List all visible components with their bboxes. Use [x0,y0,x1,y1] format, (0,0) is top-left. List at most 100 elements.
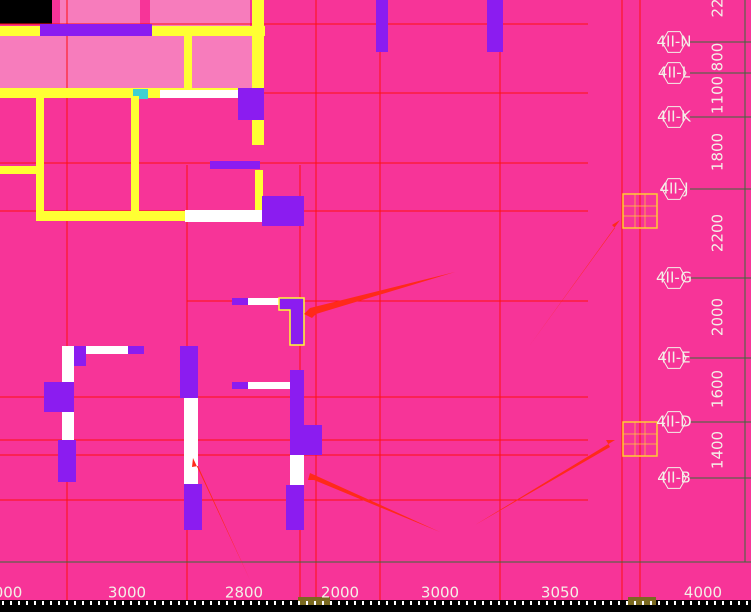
grid-bubble [661,106,687,128]
ruler-tick [370,601,372,605]
ruler-tick [234,601,236,605]
dimension: 4000 [684,584,722,602]
ruler-tick [602,601,604,605]
ruler-tick [546,601,548,605]
ruler-tick [250,601,252,605]
dimension: 2200 [709,214,727,252]
ruler-tick [442,601,444,605]
ruler-tick [570,601,572,605]
grid-label: 4II-N [656,33,691,51]
ruler-tick [26,601,28,605]
dimension: 2800 [225,584,263,602]
column-markers [622,193,658,457]
ruler-tick [82,601,84,605]
dimension: 1600 [709,370,727,408]
ruler-tick [202,601,204,605]
ruler-tick [34,601,36,605]
ruler-tick [634,601,636,605]
ruler-tick [474,601,476,605]
ruler-tick [226,601,228,605]
grid-bubble [661,467,687,489]
ruler-tick [18,601,20,605]
ruler-tick [690,601,692,605]
dimension: 1400 [709,431,727,469]
ruler-tick [674,601,676,605]
ruler-tick [642,601,644,605]
ruler-tick [10,601,12,605]
dimension: 3050 [541,584,579,602]
ruler-tick [402,601,404,605]
ruler-tick [122,601,124,605]
ruler-tick [242,601,244,605]
ruler-tick [354,601,356,605]
grid-label: 4II-G [656,269,692,287]
ruler-tick [90,601,92,605]
ruler-tick [418,601,420,605]
ruler-tick [522,601,524,605]
axis-lines [0,0,751,563]
grid-label: 4II-L [658,64,691,82]
ruler-tick [706,601,708,605]
ruler-tick [330,601,332,605]
ruler-tick [530,601,532,605]
ruler-tick [450,601,452,605]
ruler-tick [186,601,188,605]
ruler-tick [538,601,540,605]
ruler-tick [714,601,716,605]
grid-label: 4II-K [657,108,692,126]
ruler-tick [322,601,324,605]
ruler-tick [114,601,116,605]
dimension: 800 [709,43,727,72]
ruler-tick [378,601,380,605]
ruler-tick [106,601,108,605]
ruler-tick [586,601,588,605]
ruler-tick [42,601,44,605]
ruler-tick [682,601,684,605]
ruler-tick [162,601,164,605]
ruler-tick [170,601,172,605]
ruler-tick [386,601,388,605]
ruler-tick [306,601,308,605]
ruler-tick [730,601,732,605]
ruler-tick [298,601,300,605]
rooms [0,0,252,88]
ruler-tick [738,601,740,605]
ruler-tick [290,601,292,605]
grid-label: 4II-J [659,180,688,198]
ruler-tick [698,601,700,605]
ruler-tick [2,601,4,605]
ruler-tick [426,601,428,605]
ruler-tick [74,601,76,605]
grid-bubble [661,411,687,433]
ruler-tick [498,601,500,605]
dimension: 1100 [709,76,727,114]
dimension: 3000 [108,584,146,602]
ruler-tick [434,601,436,605]
ruler-tick [410,601,412,605]
ruler-tick [338,601,340,605]
ruler-tick [506,601,508,605]
ruler-tick [626,601,628,605]
ruler-tick [178,601,180,605]
ruler-tick [658,601,660,605]
ruler-tick [554,601,556,605]
ruler-tick [314,601,316,605]
ruler-tick [618,601,620,605]
grid-bubble [661,178,687,200]
arrows [192,220,620,580]
grid-bubble [661,62,687,84]
grid-bubble [661,347,687,369]
grid-bubble [661,267,687,289]
dimension: 22 [709,0,727,18]
ruler-tick [258,601,260,605]
ruler-tick [266,601,268,605]
ruler-tick [746,601,748,605]
dimension: 3000 [421,584,459,602]
ruler-tick [562,601,564,605]
ruler-tick [458,601,460,605]
ruler-tick [282,601,284,605]
dimension: 1800 [709,133,727,171]
dimension: 2000 [709,298,727,336]
